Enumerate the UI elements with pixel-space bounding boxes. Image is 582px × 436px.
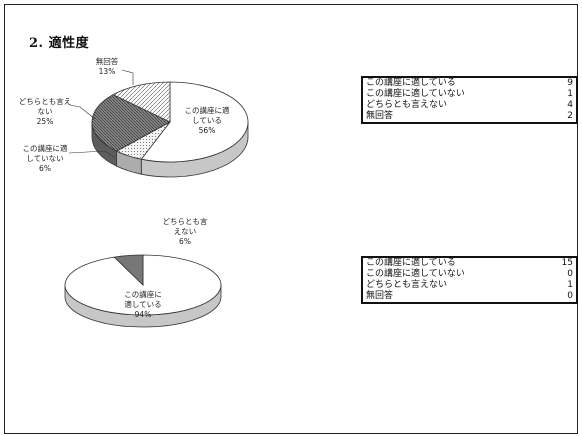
row-label: この講座に適していない [366,269,465,279]
row-value: 0 [567,269,573,279]
row-value: 2 [567,111,573,121]
pie-slice-label: どちらとも言えない 25% [19,96,72,126]
page-title: 2. 適性度 [29,36,90,51]
pie-slice-label: 無回答 13% [96,56,119,76]
table-row: この講座に適している 15 [362,257,577,269]
pie-slice-label: この講座に適していない 6% [23,143,68,173]
table-row: この講座に適していない 1 [362,89,577,100]
pie-slice-label: この講座に適している 94% [124,289,162,319]
row-value: 15 [561,258,573,268]
row-value: 1 [567,280,573,290]
pie-slice [140,81,249,163]
row-value: 0 [567,291,573,301]
row-label: この講座に適していない [366,89,465,99]
pie-slice-label: この講座に適している 56% [185,105,230,135]
leader-line [121,69,134,85]
row-label: どちらとも言えない [366,280,448,290]
row-value: 9 [567,78,573,88]
table-row: この講座に適している 9 [362,77,577,89]
row-label: この講座に適している [366,258,456,268]
pie-chart-2: この講座に適している 94% どちらとも言えない 6% [64,216,222,328]
count-table-1: この講座に適している 9 この講座に適していない 1 どちらとも言えない 4 無… [361,76,578,124]
slide: 2. 適性度 この講座に適している 56% この講座に適していない 6% どちらとも言え… [4,4,578,434]
row-value: 4 [567,100,573,110]
row-label: どちらとも言えない [366,100,448,110]
pie-chart-1: この講座に適している 56% この講座に適していない 6% どちらとも言えない 25% 無回… [19,56,249,178]
table-row: どちらとも言えない 1 [362,280,577,291]
row-value: 1 [567,89,573,99]
table-row: 無回答 0 [362,291,577,303]
table-row: 無回答 2 [362,111,577,123]
row-label: 無回答 [366,111,394,121]
pie-slice-label: どちらとも言えない 6% [163,216,208,246]
count-table-2: この講座に適している 15 この講座に適していない 0 どちらとも言えない 1 … [361,256,578,304]
leader-line [68,150,116,159]
table-row: どちらとも言えない 4 [362,100,577,111]
table-row: この講座に適していない 0 [362,269,577,280]
leader-line [69,104,96,120]
pie-slice [91,94,171,152]
row-label: この講座に適している [366,78,456,88]
row-label: 無回答 [366,291,394,301]
pie-slice [113,254,144,286]
pie-slice [112,81,171,123]
